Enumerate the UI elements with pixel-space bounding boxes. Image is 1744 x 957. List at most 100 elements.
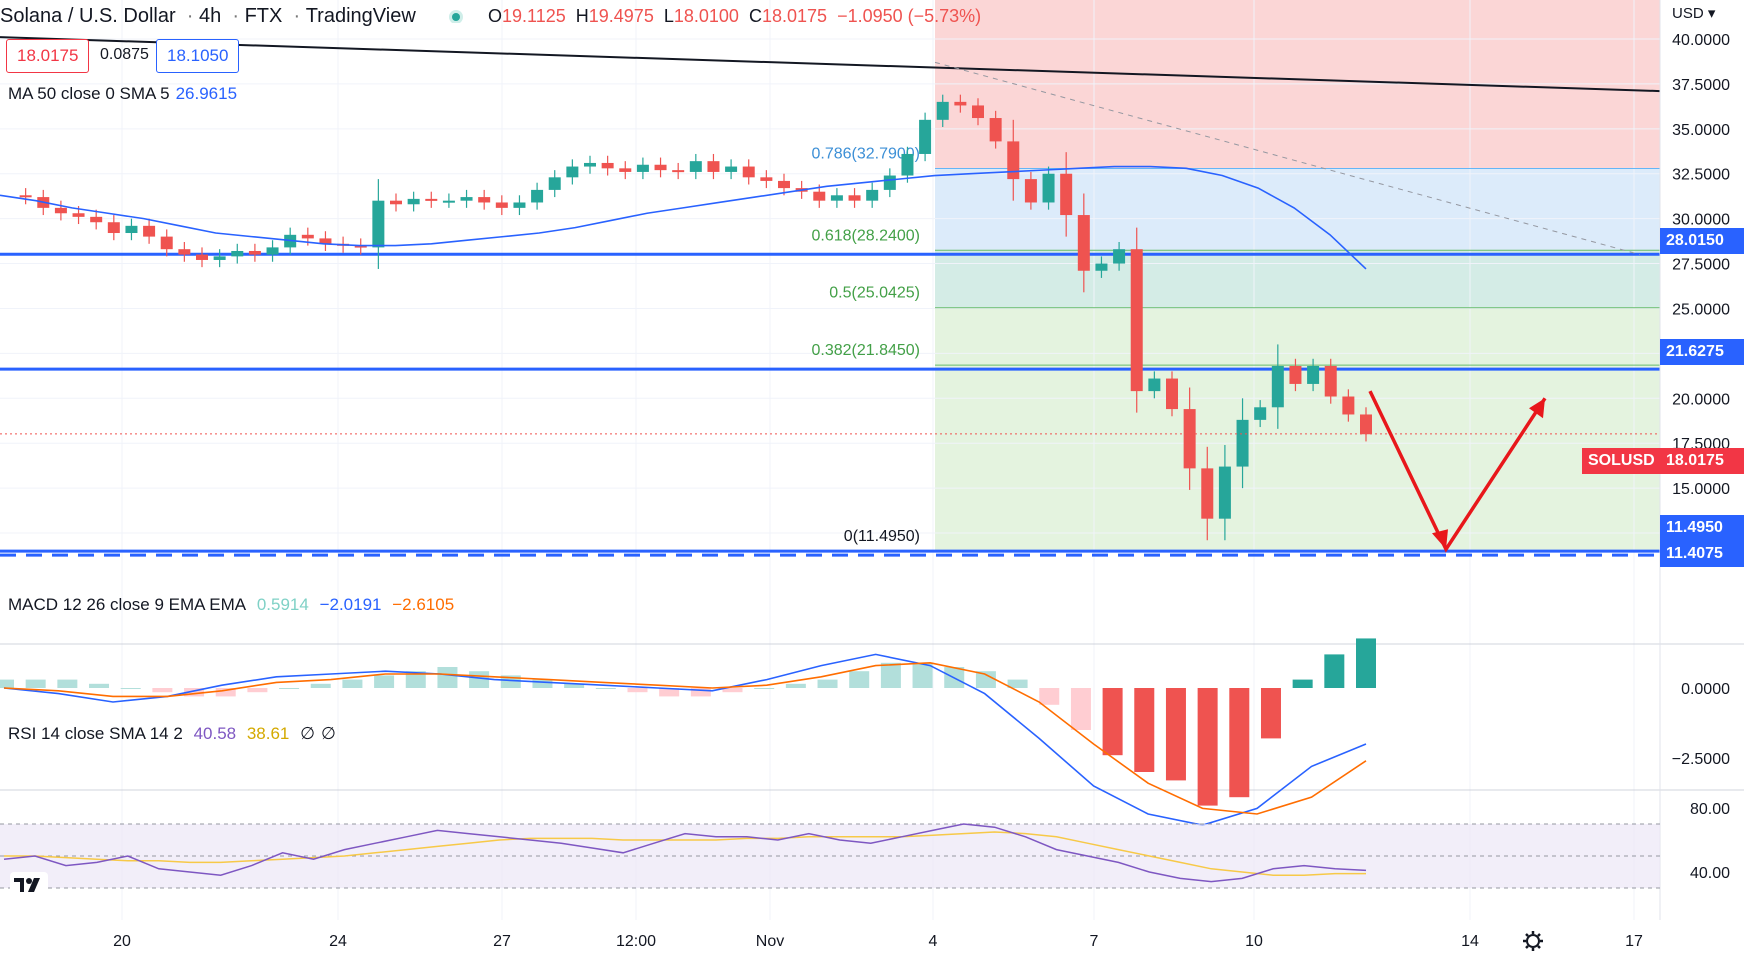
macd-histogram-bar xyxy=(849,671,870,688)
candle-body xyxy=(1218,466,1231,519)
rsi-y-tick: 80.00 xyxy=(1690,801,1730,818)
macd-histogram-bar xyxy=(374,675,395,688)
candle-body xyxy=(495,202,508,208)
currency-selector[interactable]: USD ▾ xyxy=(1672,5,1716,22)
macd-histogram-bar xyxy=(342,679,363,688)
long-trendline xyxy=(0,36,1661,93)
ma-legend[interactable]: MA 50 close 0 SMA 5 26.9615 xyxy=(8,84,238,103)
candle-body xyxy=(54,207,67,214)
candle-body xyxy=(1360,414,1372,435)
macd-histogram-bar xyxy=(1356,638,1376,688)
x-tick-label: 14 xyxy=(1461,933,1479,950)
candle-body xyxy=(601,162,614,169)
candle-body xyxy=(1060,173,1073,216)
macd-histogram-bar xyxy=(279,688,300,689)
macd-histogram-bar xyxy=(1134,688,1155,772)
candle-body xyxy=(407,198,420,205)
y-tick-label: 25.0000 xyxy=(1672,301,1730,318)
candle-body xyxy=(1148,378,1161,392)
ohlc-readout: O19.1125 H19.4975 L18.0100 C18.0175 −1.0… xyxy=(488,6,982,26)
y-tick-label: 37.5000 xyxy=(1672,77,1730,94)
rsi-legend[interactable]: RSI 14 close SMA 14 2 40.58 38.61 ∅ ∅ xyxy=(8,724,336,743)
candle-body xyxy=(813,191,826,201)
candle-body xyxy=(72,213,85,217)
settings-gear-icon[interactable] xyxy=(1522,930,1544,952)
macd-histogram-bar xyxy=(152,688,173,693)
candle-body xyxy=(1077,215,1090,271)
candle-body xyxy=(390,200,402,205)
macd-histogram-bar xyxy=(1007,679,1028,688)
candle-body xyxy=(919,119,932,154)
level-label-28: 28.0150 xyxy=(1660,228,1744,254)
fib-label: 0.786(32.7900) xyxy=(811,146,920,163)
candle-body xyxy=(460,197,473,201)
candle-body xyxy=(1324,365,1337,397)
candle-body xyxy=(1254,407,1267,420)
macd-histogram-bar xyxy=(659,688,680,697)
candle-body xyxy=(143,225,156,237)
x-tick-label: 4 xyxy=(929,933,938,950)
candle-body xyxy=(1095,263,1108,271)
macd-histogram-bar xyxy=(690,688,711,697)
candle-body xyxy=(231,250,244,257)
y-tick-label: 30.0000 xyxy=(1672,212,1730,229)
macd-histogram-bar xyxy=(0,679,14,688)
candle-body xyxy=(1289,365,1302,384)
candle-body xyxy=(725,166,738,172)
x-tick-label: Nov xyxy=(756,933,784,950)
fib-zone-500 xyxy=(935,307,1660,552)
candle-body xyxy=(848,195,861,201)
candle-body xyxy=(954,101,967,106)
macd-histogram-bar xyxy=(247,688,268,693)
macd-histogram-bar xyxy=(1070,688,1091,730)
macd-y-tick: −2.5000 xyxy=(1672,751,1730,768)
macd-histogram-bar xyxy=(405,671,426,688)
candle-body xyxy=(901,153,914,176)
macd-histogram-bar xyxy=(595,688,616,689)
macd-y-tick: 0.0000 xyxy=(1681,681,1730,698)
candle-body xyxy=(1342,396,1355,415)
macd-histogram-bar xyxy=(722,688,743,693)
macd-line xyxy=(3,653,1367,827)
candle-body xyxy=(372,200,385,248)
candle-body xyxy=(513,202,526,208)
candle-body xyxy=(778,180,790,189)
market-status-icon xyxy=(448,6,464,24)
rsi-y-tick: 40.00 xyxy=(1690,865,1730,882)
candle-body xyxy=(125,225,138,234)
macd-histogram-bar xyxy=(25,679,46,688)
y-tick-label: 32.5000 xyxy=(1672,167,1730,184)
candle-body xyxy=(425,198,438,201)
macd-histogram-bar xyxy=(1324,654,1345,688)
candle-body xyxy=(196,254,208,260)
y-tick-label: 27.5000 xyxy=(1672,257,1730,274)
candle-body xyxy=(654,164,667,171)
candle-body xyxy=(19,195,32,198)
candle-body xyxy=(301,234,314,239)
x-tick-label: 10 xyxy=(1245,933,1263,950)
buy-price-button[interactable]: 18.1050 xyxy=(156,39,240,73)
ticker-tag: SOLUSD xyxy=(1582,448,1661,474)
macd-histogram-bar xyxy=(1229,688,1250,798)
candle-body xyxy=(636,164,649,172)
candle-body xyxy=(90,216,103,223)
level-label-11495: 11.4950 xyxy=(1660,515,1744,541)
macd-legend[interactable]: MACD 12 26 close 9 EMA EMA 0.5914 −2.019… xyxy=(8,595,455,614)
candle-body xyxy=(566,166,579,178)
macd-histogram-bar xyxy=(1102,688,1123,756)
macd-histogram-bar xyxy=(120,688,141,689)
arrow-head-up xyxy=(1529,398,1545,419)
candle-body xyxy=(548,177,561,190)
macd-histogram-bar xyxy=(184,688,205,697)
macd-histogram-bar xyxy=(215,688,236,697)
level-label-21: 21.6275 xyxy=(1660,339,1744,365)
x-tick-label: 7 xyxy=(1090,933,1099,950)
macd-histogram-bar xyxy=(880,662,901,688)
candle-body xyxy=(319,238,332,244)
sell-price-button[interactable]: 18.0175 xyxy=(6,39,90,73)
candle-body xyxy=(1007,141,1020,180)
candle-body xyxy=(1042,173,1055,203)
candle-body xyxy=(1183,409,1196,469)
tradingview-logo-icon[interactable] xyxy=(10,872,48,898)
